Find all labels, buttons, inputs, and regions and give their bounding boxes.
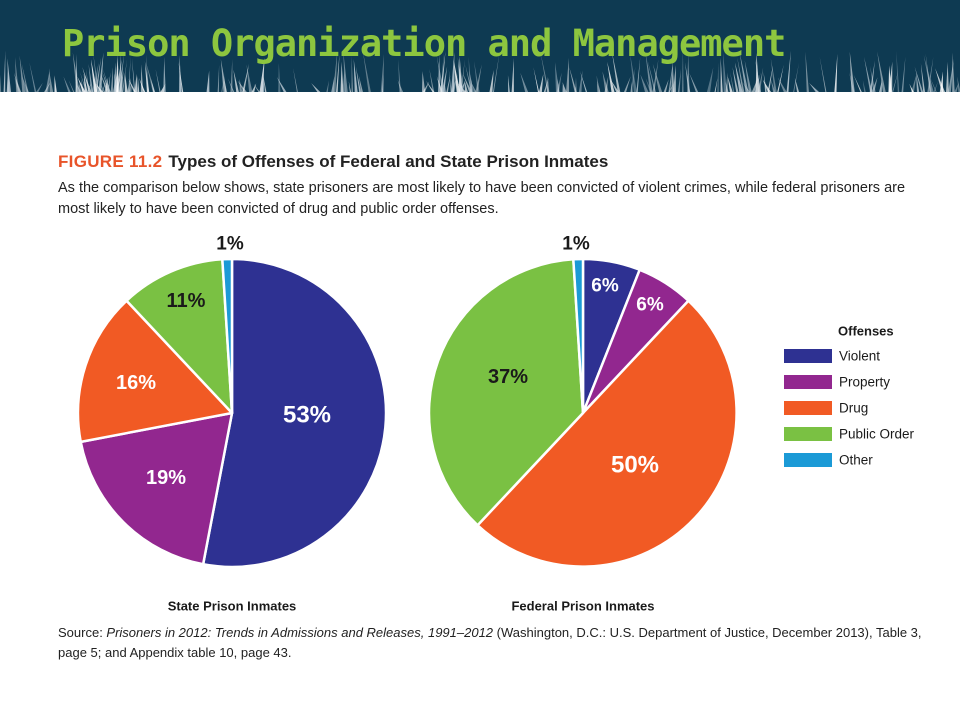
legend-label: Violent	[839, 349, 880, 364]
pie-state: 53% 19% 16% 11% 1% State Prison Inmates	[76, 234, 388, 614]
legend-title: Offenses	[838, 324, 894, 339]
pie-federal: 6% 6% 50% 37% 1% Federal Prison Inmates	[427, 234, 738, 614]
source-title: Prisoners in 2012: Trends in Admissions …	[106, 625, 494, 640]
legend-swatch	[784, 375, 832, 389]
source-note: Source: Prisoners in 2012: Trends in Adm…	[58, 623, 938, 663]
figure-caption: As the comparison below shows, state pri…	[58, 180, 906, 217]
legend-swatch	[784, 401, 832, 415]
legend-label: Public Order	[839, 427, 915, 442]
title-banner	[0, 0, 960, 92]
legend-swatch	[784, 349, 832, 363]
legend-label: Other	[839, 453, 873, 468]
pie-slice-violent	[201, 257, 388, 569]
legend-label: Property	[839, 375, 890, 390]
legend: Offenses Violent Property Drug Public Order O…	[784, 324, 915, 468]
pie-slice-drug	[476, 299, 738, 568]
figure-number: FIGURE 11.2	[58, 152, 163, 171]
pie-caption: State Prison Inmates	[168, 599, 297, 614]
data-label-public-order: 11%	[167, 290, 206, 312]
pie-slice-other	[221, 257, 234, 415]
figure-heading: FIGURE 11.2 Types of Offenses of Federal …	[58, 152, 608, 172]
pie-slice-other	[572, 257, 585, 415]
data-label-other: 1%	[216, 234, 244, 255]
pie-slice-drug	[76, 299, 234, 444]
data-label-drug: 50%	[611, 452, 659, 479]
banner-title: Prison Organization and Management	[62, 22, 786, 65]
data-label-property: 6%	[636, 295, 664, 316]
data-label-violent: 6%	[591, 276, 619, 297]
figure-title: Types of Offenses of Federal and State P…	[168, 152, 609, 171]
pie-slice-property	[79, 411, 234, 566]
source-rest: (Washington, D.C.: U.S. Department of Ju…	[58, 625, 922, 660]
pie-slice-public-order	[427, 258, 585, 527]
pie-caption: Federal Prison Inmates	[511, 599, 654, 614]
data-label-other: 1%	[562, 234, 590, 255]
banner-texture	[0, 50, 960, 92]
source-prefix: Source:	[58, 625, 107, 640]
data-label-public-order: 37%	[488, 366, 528, 388]
legend-swatch	[784, 453, 832, 467]
data-label-drug: 16%	[116, 372, 156, 394]
legend-label: Drug	[839, 401, 868, 416]
data-label-property: 19%	[146, 467, 186, 489]
legend-swatch	[784, 427, 832, 441]
pie-slice-public-order	[125, 258, 234, 415]
data-label-violent: 53%	[283, 402, 331, 429]
